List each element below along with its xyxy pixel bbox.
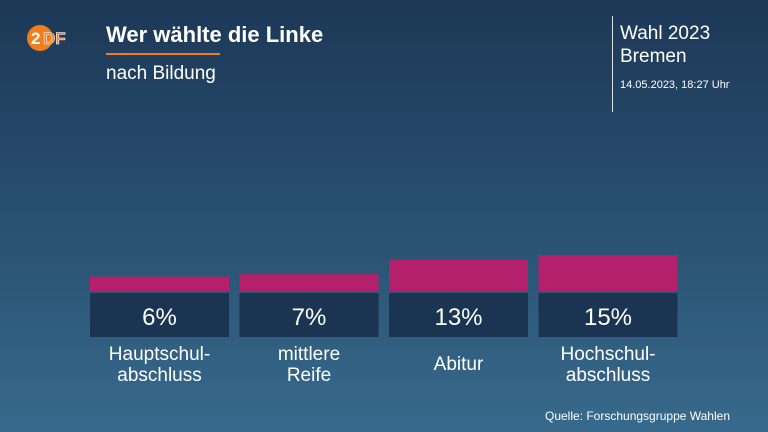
- svg-text:DF: DF: [43, 29, 66, 48]
- chart-title: Wer wählte die Linke: [106, 22, 324, 47]
- value-box: [389, 293, 528, 337]
- value-label: 13%: [434, 304, 482, 331]
- value-label: 6%: [142, 304, 177, 331]
- category-label: Reife: [287, 365, 331, 386]
- category-label: abschluss: [117, 365, 202, 386]
- zdf-logo: 2 DF: [27, 25, 66, 51]
- category-label: abschluss: [566, 365, 651, 386]
- category-label: mittlere: [278, 344, 340, 365]
- header-divider: [612, 16, 613, 112]
- category-label: Abitur: [434, 354, 484, 375]
- election-info: Wahl 2023 Bremen: [620, 22, 710, 68]
- election-name: Wahl 2023: [620, 23, 711, 44]
- bar: [90, 276, 229, 291]
- value-label: 15%: [584, 304, 632, 331]
- election-region: Bremen: [620, 46, 687, 67]
- bar: [239, 274, 379, 291]
- category-label: Hauptschul-: [109, 344, 210, 365]
- bar: [389, 259, 528, 291]
- value-box: [90, 293, 229, 337]
- bar: [538, 255, 678, 291]
- value-box: [538, 293, 678, 337]
- chart-subtitle: nach Bildung: [106, 63, 216, 84]
- source-note: Quelle: Forschungsgruppe Wahlen: [545, 409, 730, 423]
- value-label: 7%: [292, 304, 327, 331]
- timestamp: 14.05.2023, 18:27 Uhr: [620, 79, 730, 91]
- svg-text:2: 2: [31, 29, 40, 48]
- value-box: [239, 293, 379, 337]
- title-underline: [106, 53, 220, 55]
- category-label: Hochschul-: [560, 344, 655, 365]
